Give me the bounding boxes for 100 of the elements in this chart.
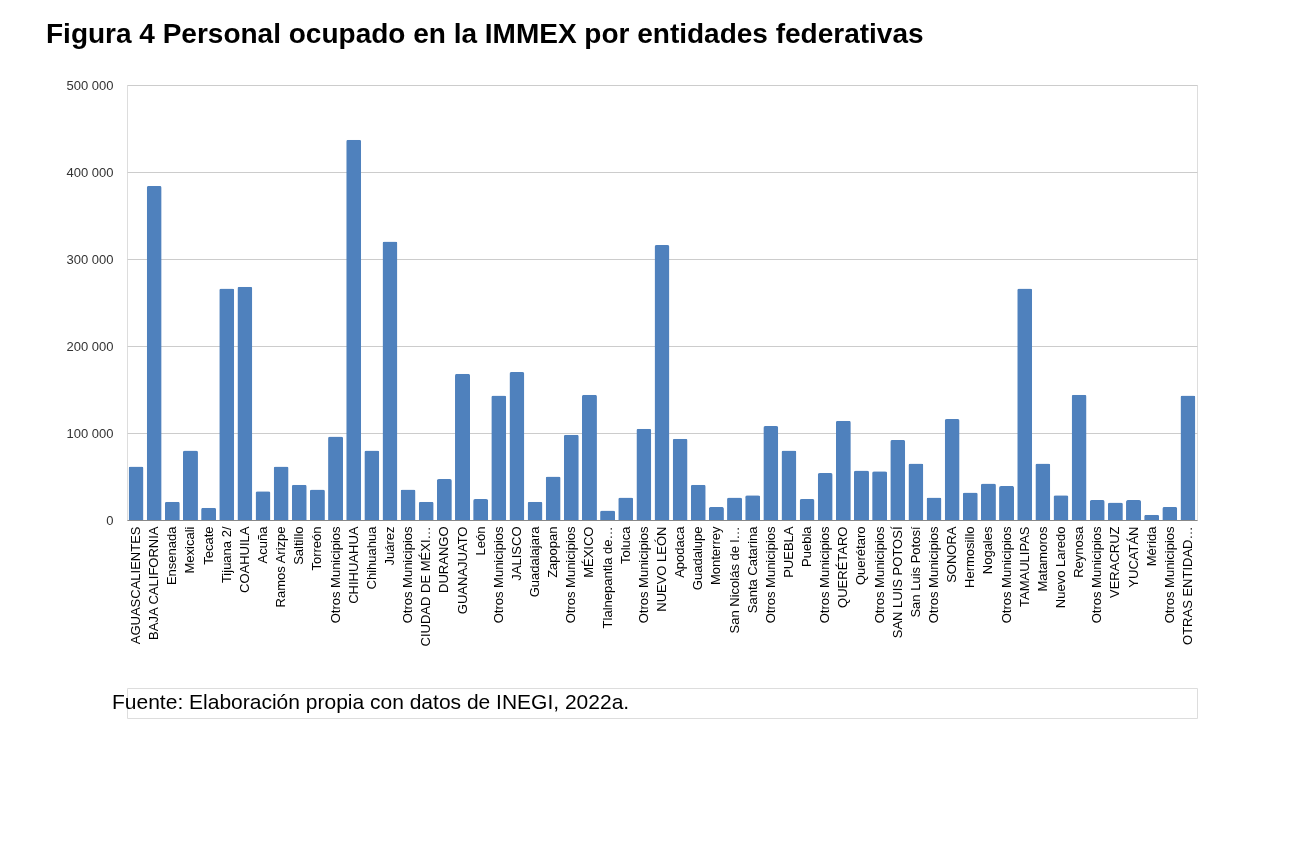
bar: [182, 450, 198, 520]
bar: [799, 499, 815, 520]
x-tick-label: AGUASCALIENTES: [128, 526, 144, 645]
y-tick-label: 200 000: [66, 338, 114, 354]
bar: [1053, 495, 1069, 520]
bar: [545, 476, 561, 520]
x-tick-label: Zapopan: [545, 526, 561, 578]
bar: [291, 484, 307, 520]
x-tick-label: Nuevo Laredo: [1052, 526, 1068, 609]
chart-title: Figura 4 Personal ocupado en la IMMEX por entidades federativas: [46, 18, 924, 49]
x-tick-label: Hermosillo: [962, 526, 978, 588]
x-tick-label: Acuña: [255, 525, 271, 564]
bar: [400, 489, 416, 520]
x-tick-label: Otros Municipios: [400, 526, 416, 624]
bar: [1089, 499, 1105, 520]
bar: [1017, 288, 1033, 520]
bar: [1071, 394, 1087, 520]
bar: [1035, 463, 1051, 520]
x-tick-label: Matamoros: [1034, 526, 1050, 592]
bar: [835, 420, 851, 520]
bar: [926, 497, 942, 520]
x-tick-label: Mexicali: [182, 526, 198, 574]
x-tick-label: JALISCO: [508, 526, 524, 581]
x-tick-label: Otros Municipios: [1161, 526, 1177, 624]
bar: [654, 245, 670, 520]
bar: [690, 484, 706, 520]
bar: [418, 501, 434, 520]
x-tick-label: Tlalnepantla de…: [599, 526, 615, 629]
bar: [128, 466, 144, 520]
x-tick-label: Otros Municipios: [1089, 526, 1105, 624]
x-tick-label: Nogales: [980, 526, 996, 575]
bar: [636, 428, 652, 520]
bar: [980, 483, 996, 520]
bar: [255, 491, 271, 520]
y-tick-label: 400 000: [66, 164, 114, 180]
bar: [853, 470, 869, 520]
x-tick-label: PUEBLA: [780, 526, 796, 578]
bar: [219, 288, 235, 520]
x-tick-label: SAN LUIS POTOSÍ: [889, 526, 905, 639]
x-tick-label: Tecate: [200, 526, 216, 565]
x-tick-label: Otros Municipios: [998, 526, 1014, 624]
bar: [944, 419, 960, 520]
bar: [1107, 502, 1123, 520]
bar: [1180, 395, 1196, 520]
x-tick-label: Otros Municipios: [563, 526, 579, 624]
x-tick-label: Tijuana 2/: [218, 526, 234, 584]
x-tick-label: Otros Municipios: [817, 526, 833, 624]
x-tick-label: Otros Municipios: [926, 526, 942, 624]
x-tick-label: Apodaca: [672, 525, 688, 578]
bar: [1126, 499, 1142, 520]
bar: [1162, 506, 1178, 520]
bar: [872, 471, 888, 520]
x-tick-label: OTRAS ENTIDAD…: [1179, 526, 1195, 645]
y-tick-label: 100 000: [66, 425, 114, 441]
x-tick-label: Reynosa: [1071, 525, 1087, 578]
x-tick-label: MÉXICO: [581, 526, 597, 578]
x-tick-label: Otros Municipios: [490, 526, 506, 624]
x-tick-label: VERACRUZ: [1107, 526, 1123, 599]
x-tick-label: San Nicolás de l…: [726, 526, 742, 634]
x-tick-label: Ramos Arizpe: [273, 526, 289, 608]
bar: [890, 439, 906, 520]
bar: [201, 507, 217, 520]
bar: [763, 426, 779, 520]
y-tick-label: 300 000: [66, 251, 114, 267]
bar: [146, 185, 162, 520]
x-tick-label: Otros Municipios: [635, 526, 651, 624]
x-tick-label: Puebla: [799, 525, 815, 567]
x-tick-label: San Luis Potosí: [907, 526, 923, 618]
bar: [817, 473, 833, 520]
x-tick-label: Otros Municipios: [871, 526, 887, 624]
bar: [436, 479, 452, 520]
bar: [273, 466, 289, 520]
x-tick-label: Ensenada: [164, 525, 180, 586]
bar: [727, 497, 743, 520]
x-tick-label: NUEVO LEÓN: [654, 526, 669, 612]
x-tick-label: Torreón: [309, 526, 325, 571]
bar: [962, 492, 978, 520]
x-tick-label: Otros Municipios: [762, 526, 778, 624]
bar: [309, 489, 325, 520]
y-tick-label: 500 000: [66, 77, 114, 93]
bar: [672, 438, 688, 520]
bar: [908, 463, 924, 520]
x-tick-label: Mérida: [1143, 525, 1159, 567]
source-note: Fuente: Elaboración propia con datos de INEGI, 2022a.: [112, 690, 630, 713]
bar: [708, 506, 724, 520]
bar: [164, 501, 180, 520]
x-tick-label: Juárez: [381, 526, 397, 566]
bar: [527, 501, 543, 520]
bar: [509, 372, 525, 520]
bar: [328, 436, 344, 520]
x-tick-label: YUCATÁN: [1125, 526, 1141, 588]
bar: [581, 394, 597, 520]
x-tick-label: Monterrey: [708, 526, 724, 586]
bar: [382, 241, 398, 520]
x-tick-label: BAJA CALIFORNIA: [146, 526, 162, 640]
x-tick-label: TAMAULIPAS: [1016, 526, 1032, 607]
bar: [473, 499, 489, 520]
x-tick-label: Chihuahua: [363, 525, 379, 590]
bar: [999, 486, 1015, 520]
bar: [563, 434, 579, 520]
